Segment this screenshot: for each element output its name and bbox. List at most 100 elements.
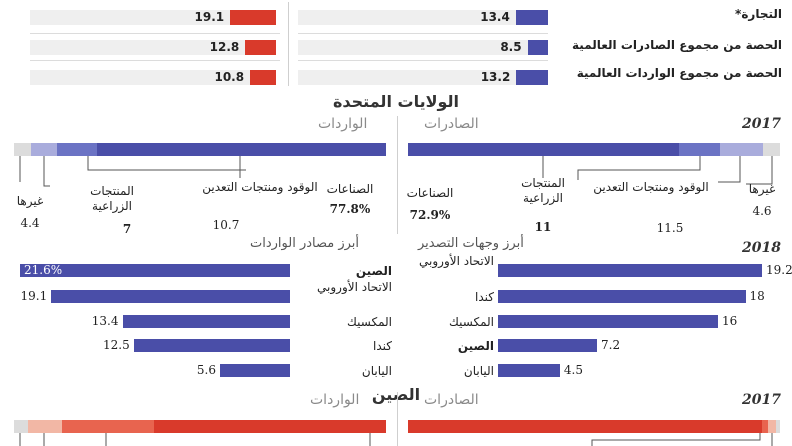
category-label: غيرها <box>748 182 776 196</box>
category-label: المنتجات الزراعية <box>521 176 565 205</box>
section-title-us: الولايات المتحدة <box>332 92 460 111</box>
column-divider <box>288 2 289 86</box>
year-label: 2018 <box>742 240 781 256</box>
destination-bar <box>498 315 718 328</box>
center-divider <box>397 116 398 234</box>
source-bar <box>122 315 290 328</box>
bar-segment <box>96 143 386 156</box>
exports-header: الصادرات <box>424 392 479 408</box>
leader-line <box>87 156 246 171</box>
right-bar-value: 8.5 <box>500 40 522 54</box>
category-value: 7 <box>122 222 132 236</box>
category-value: 11 <box>534 220 552 234</box>
category-label: المنتجات الزراعية <box>90 184 134 213</box>
source-bar <box>220 364 290 377</box>
destination-name: اليابان <box>463 364 494 378</box>
row-divider <box>298 33 548 34</box>
source-bar <box>133 339 290 352</box>
destination-value: 16 <box>722 314 738 328</box>
bar-track <box>30 70 276 85</box>
bar-track <box>298 40 548 55</box>
destination-name: المكسيك <box>449 315 494 329</box>
source-value: 5.6 <box>196 363 216 377</box>
left-bar <box>245 40 276 55</box>
right-bar-value: 13.4 <box>480 10 510 24</box>
destination-name: كندا <box>475 290 494 304</box>
row-divider <box>30 60 280 61</box>
bar-track <box>298 70 548 85</box>
bar-segment <box>679 143 721 156</box>
right-bar <box>527 40 548 55</box>
left-bar <box>230 10 276 25</box>
bar-segment <box>762 143 780 156</box>
sources-header: أبرز مصادر الواردات <box>250 236 360 251</box>
bar-segment <box>62 420 154 433</box>
destination-name: الاتحاد الأوروبي <box>419 254 494 268</box>
china-imports-stacked-bar <box>14 420 386 433</box>
source-value: 13.4 <box>91 314 119 328</box>
source-name: المكسيك <box>347 315 392 329</box>
bar-segment <box>30 143 57 156</box>
source-name: الاتحاد الأوروبي <box>317 280 392 294</box>
leader-line <box>577 156 701 180</box>
leader-line <box>718 156 741 183</box>
destination-bar <box>498 339 597 352</box>
source-name: اليابان <box>361 364 392 378</box>
right-bar-value: 13.2 <box>480 70 511 84</box>
category-value: 4.4 <box>20 216 40 230</box>
destination-value: 19.2% <box>766 263 792 277</box>
source-name: الصين <box>355 264 392 278</box>
category-value: 72.9% <box>409 208 451 222</box>
category-label: الوقود ومنتجات التعدين <box>593 180 709 194</box>
source-value: 12.5 <box>103 338 130 352</box>
bar-segment <box>14 420 28 433</box>
destinations-header: أبرز وجهات التصدير <box>418 236 524 251</box>
destination-value: 7.2 <box>601 338 621 352</box>
destination-bar <box>498 264 762 277</box>
right-bar <box>515 10 548 25</box>
imports-header: الواردات <box>310 392 360 408</box>
us-imports-stacked-bar <box>14 143 386 156</box>
category-label: الوقود ومنتجات التعدين <box>202 180 318 194</box>
destination-value: 4.5 <box>563 363 583 377</box>
china-exports-stacked-bar <box>408 420 780 433</box>
bar-segment <box>762 420 768 433</box>
bar-segment <box>56 143 97 156</box>
source-value: 21.6% <box>24 263 63 277</box>
center-divider <box>397 392 398 446</box>
row-divider <box>298 60 548 61</box>
left-bar-value: 12.8 <box>209 40 240 54</box>
bar-segment <box>768 420 776 433</box>
destination-bar <box>498 290 746 303</box>
category-label: الصناعات <box>406 186 454 200</box>
source-bar <box>20 264 290 277</box>
right-bar <box>516 70 548 85</box>
bar-track <box>298 10 548 25</box>
category-value: 77.8% <box>329 202 371 216</box>
imports-header: الواردات <box>318 116 368 132</box>
row-label: الحصة من مجموع الصادرات العالمية <box>572 38 782 52</box>
left-bar-value: 19.1 <box>194 10 225 24</box>
category-label: غيرها <box>16 194 44 208</box>
bar-track <box>30 40 276 55</box>
left-bar <box>250 70 276 85</box>
category-value: 10.7 <box>212 218 240 232</box>
left-bar-value: 10.8 <box>214 70 245 84</box>
leader-line <box>746 156 773 185</box>
source-bar <box>51 290 290 303</box>
row-divider <box>30 33 280 34</box>
row-label: الحصة من مجموع الواردات العالمية <box>576 66 782 80</box>
us-exports-stacked-bar <box>408 143 780 156</box>
category-value: 11.5 <box>656 221 684 235</box>
destination-name: الصين <box>457 339 494 353</box>
category-value: 4.6 <box>752 204 772 218</box>
bar-segment <box>720 143 763 156</box>
source-name: كندا <box>373 339 392 353</box>
destination-bar <box>498 364 560 377</box>
leader-line <box>43 156 50 187</box>
destination-value: 18 <box>749 289 765 303</box>
bar-segment <box>28 420 62 433</box>
row-label: التجارة* <box>735 7 782 21</box>
